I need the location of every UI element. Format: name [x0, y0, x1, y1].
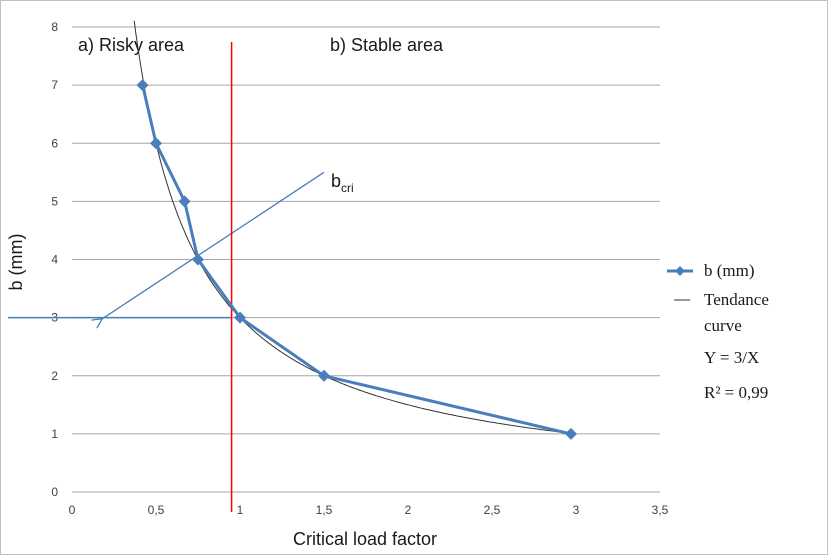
x-axis-ticks: 0 0,5 1 1,5 2 2,5 3 3,5: [69, 503, 669, 517]
legend-trend-label-line1: Tendance: [704, 290, 769, 309]
y-tick-label: 7: [51, 78, 58, 92]
y-axis-title: b (mm): [6, 234, 26, 291]
x-tick-label: 3: [573, 503, 580, 517]
x-tick-label: 0: [69, 503, 76, 517]
risky-area-label: a) Risky area: [78, 35, 185, 55]
y-tick-label: 4: [51, 253, 58, 267]
bcri-label: bcri: [331, 171, 354, 195]
stable-area-label: b) Stable area: [330, 35, 444, 55]
data-point: [150, 137, 162, 150]
x-tick-label: 2,5: [484, 503, 501, 517]
legend-series-label: b (mm): [704, 261, 755, 280]
x-tick-label: 2: [405, 503, 412, 517]
legend-r-squared: R² = 0,99: [704, 383, 768, 402]
x-tick-label: 1: [237, 503, 244, 517]
x-tick-label: 1,5: [316, 503, 333, 517]
bcri-annotation: bcri: [8, 171, 354, 319]
y-tick-label: 0: [51, 485, 58, 499]
series-markers: [136, 79, 577, 440]
data-point: [136, 79, 149, 92]
x-tick-label: 3,5: [652, 503, 669, 517]
y-tick-label: 6: [51, 136, 58, 150]
x-tick-label: 0,5: [148, 503, 165, 517]
data-point: [234, 311, 246, 324]
gridlines: [72, 26, 660, 435]
legend-trend-label-line2: curve: [704, 316, 742, 335]
data-point: [318, 369, 330, 382]
legend: b (mm) Tendance curve Y = 3/X R² = 0,99: [667, 261, 769, 402]
trend-curve: [133, 20, 572, 434]
legend-series-marker: [675, 266, 685, 276]
data-point: [192, 253, 204, 266]
y-tick-label: 1: [51, 427, 58, 441]
legend-trend-equation: Y = 3/X: [704, 348, 759, 367]
bcri-arrow: [102, 171, 325, 318]
data-point: [564, 427, 577, 440]
y-tick-label: 8: [51, 20, 58, 34]
x-axis-title: Critical load factor: [293, 529, 437, 549]
y-tick-label: 2: [51, 369, 58, 383]
y-tick-label: 5: [51, 194, 58, 208]
data-point: [178, 195, 191, 208]
bcri-label-main: b: [331, 171, 341, 191]
bcri-label-subscript: cri: [341, 181, 354, 195]
